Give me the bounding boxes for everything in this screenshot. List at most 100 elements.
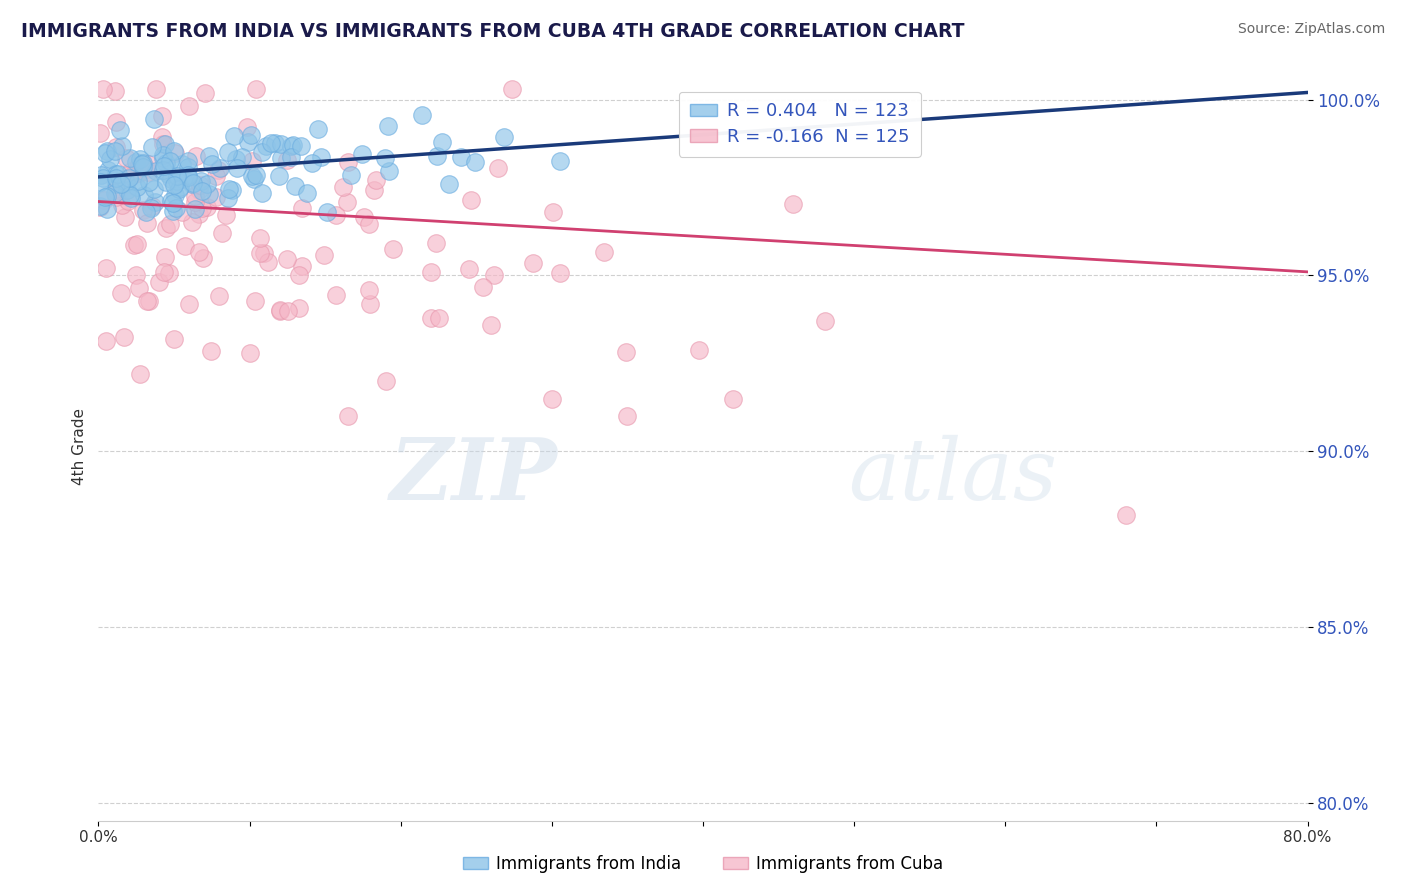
Point bbox=[458, 261, 481, 276]
Point bbox=[336, 194, 359, 209]
Point bbox=[125, 154, 148, 169]
Point bbox=[411, 108, 433, 122]
Point bbox=[96, 189, 118, 203]
Point bbox=[93, 194, 115, 208]
Point bbox=[204, 189, 226, 203]
Point bbox=[127, 174, 149, 188]
Point bbox=[194, 86, 217, 100]
Point bbox=[177, 170, 200, 185]
Point bbox=[240, 153, 263, 168]
Point bbox=[117, 183, 139, 197]
Point bbox=[426, 149, 449, 163]
Point bbox=[128, 152, 150, 166]
Point bbox=[138, 165, 160, 179]
Point bbox=[245, 82, 267, 96]
Point bbox=[153, 137, 176, 152]
Point bbox=[427, 310, 450, 325]
Point bbox=[115, 176, 138, 190]
Point bbox=[336, 154, 359, 169]
Point bbox=[96, 202, 118, 216]
Point bbox=[240, 128, 263, 143]
Point bbox=[501, 82, 523, 96]
Point bbox=[240, 169, 263, 184]
Point bbox=[179, 296, 201, 310]
Point bbox=[363, 183, 385, 197]
Point bbox=[224, 128, 246, 143]
Point bbox=[260, 136, 283, 150]
Point bbox=[111, 198, 134, 212]
Text: ZIP: ZIP bbox=[389, 434, 558, 517]
Point bbox=[141, 140, 163, 154]
Point bbox=[165, 201, 187, 215]
Point bbox=[295, 186, 318, 201]
Point bbox=[89, 199, 111, 213]
Point bbox=[117, 194, 139, 209]
Point bbox=[291, 259, 314, 273]
Point bbox=[120, 191, 142, 205]
Point bbox=[207, 162, 229, 177]
Point bbox=[89, 175, 111, 189]
Point bbox=[616, 345, 638, 359]
Point bbox=[159, 217, 181, 231]
Text: Source: ZipAtlas.com: Source: ZipAtlas.com bbox=[1237, 22, 1385, 37]
Point bbox=[419, 265, 441, 279]
Point bbox=[236, 135, 259, 149]
Point bbox=[160, 171, 183, 186]
Point bbox=[814, 314, 837, 328]
Point bbox=[163, 187, 186, 202]
Point bbox=[548, 267, 571, 281]
Point bbox=[593, 244, 616, 259]
Point bbox=[301, 156, 323, 170]
Point bbox=[276, 153, 298, 168]
Point bbox=[269, 302, 291, 317]
Point bbox=[252, 245, 274, 260]
Point bbox=[166, 169, 188, 183]
Point bbox=[112, 330, 135, 344]
Point bbox=[481, 318, 503, 332]
Point bbox=[432, 135, 454, 149]
Point bbox=[132, 188, 155, 202]
Point bbox=[120, 188, 142, 202]
Point bbox=[364, 173, 387, 187]
Point bbox=[307, 122, 329, 136]
Point bbox=[165, 145, 187, 160]
Point bbox=[336, 409, 359, 423]
Point bbox=[159, 153, 181, 168]
Point bbox=[309, 149, 332, 163]
Point bbox=[280, 150, 302, 164]
Point bbox=[129, 367, 152, 381]
Point bbox=[195, 200, 218, 214]
Point bbox=[107, 167, 129, 181]
Point bbox=[114, 210, 136, 224]
Point bbox=[198, 149, 221, 163]
Point bbox=[239, 345, 262, 359]
Point bbox=[522, 256, 544, 270]
Point bbox=[357, 217, 380, 231]
Point bbox=[153, 251, 176, 265]
Point bbox=[89, 126, 111, 140]
Point bbox=[1115, 508, 1137, 522]
Point bbox=[132, 155, 155, 169]
Point bbox=[314, 248, 336, 262]
Point bbox=[118, 170, 141, 185]
Point bbox=[120, 164, 142, 178]
Point bbox=[184, 195, 207, 210]
Point bbox=[96, 334, 118, 348]
Point bbox=[540, 392, 562, 406]
Point bbox=[471, 280, 494, 294]
Point bbox=[128, 281, 150, 295]
Point bbox=[188, 178, 211, 193]
Point bbox=[191, 202, 214, 216]
Point bbox=[128, 166, 150, 180]
Point bbox=[249, 245, 271, 260]
Point bbox=[450, 150, 472, 164]
Point bbox=[325, 208, 347, 222]
Point bbox=[162, 196, 184, 211]
Point bbox=[155, 175, 177, 189]
Point bbox=[153, 265, 176, 279]
Point bbox=[162, 204, 184, 219]
Point bbox=[143, 195, 166, 210]
Point bbox=[360, 296, 382, 310]
Point bbox=[136, 294, 159, 309]
Point bbox=[132, 160, 155, 174]
